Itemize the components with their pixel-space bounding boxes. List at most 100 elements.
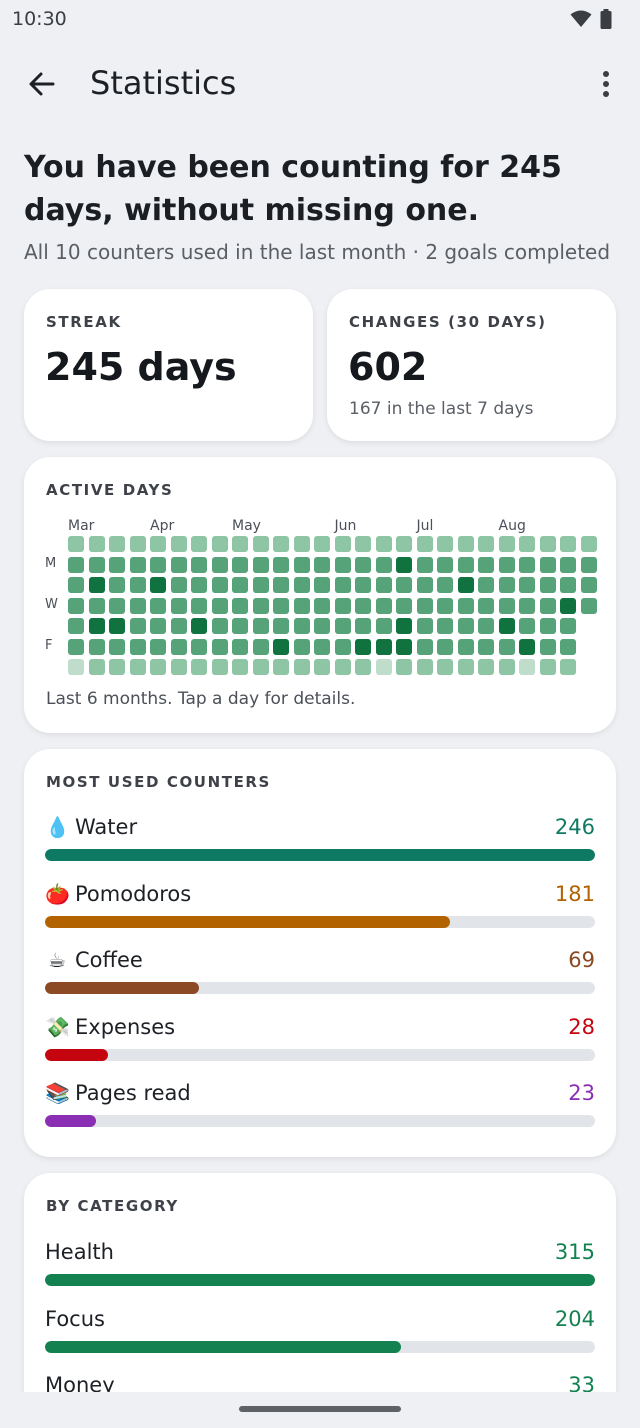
heatmap-day-cell[interactable] [355, 577, 371, 593]
heatmap-day-cell[interactable] [191, 597, 207, 614]
heatmap-day-cell[interactable] [68, 597, 84, 614]
heatmap-day-cell[interactable] [191, 618, 207, 634]
heatmap-day-cell[interactable] [375, 577, 392, 593]
heatmap-day-cell[interactable] [334, 597, 351, 614]
heatmap-day-cell[interactable] [150, 638, 166, 655]
heatmap-day-cell[interactable] [375, 659, 392, 675]
heatmap-day-cell[interactable] [375, 618, 392, 634]
heatmap-day-cell[interactable] [252, 659, 269, 675]
heatmap-day-cell[interactable] [232, 556, 248, 573]
heatmap-day-cell[interactable] [416, 638, 433, 655]
heatmap-day-cell[interactable] [457, 638, 474, 655]
heatmap-day-cell[interactable] [129, 618, 146, 634]
heatmap-day-cell[interactable] [88, 536, 105, 552]
heatmap-day-cell[interactable] [560, 556, 576, 573]
heatmap-day-cell[interactable] [560, 577, 576, 593]
heatmap-day-cell[interactable] [498, 618, 515, 634]
heatmap-day-cell[interactable] [478, 618, 494, 634]
heatmap-day-cell[interactable] [478, 659, 494, 675]
activity-heatmap[interactable]: Mar Apr May Jun Jul Aug M W F [24, 457, 597, 675]
heatmap-day-cell[interactable] [416, 659, 433, 675]
heatmap-day-cell[interactable] [437, 556, 453, 573]
heatmap-day-cell[interactable] [314, 659, 330, 675]
heatmap-day-cell[interactable] [580, 536, 597, 552]
heatmap-day-cell[interactable] [252, 536, 269, 552]
heatmap-day-cell[interactable] [109, 597, 125, 614]
heatmap-day-cell[interactable] [334, 556, 351, 573]
heatmap-day-cell[interactable] [334, 536, 351, 552]
heatmap-day-cell[interactable] [457, 536, 474, 552]
heatmap-day-cell[interactable] [334, 577, 351, 593]
heatmap-day-cell[interactable] [314, 638, 330, 655]
heatmap-day-cell[interactable] [273, 597, 289, 614]
heatmap-day-cell[interactable] [457, 659, 474, 675]
heatmap-day-cell[interactable] [334, 638, 351, 655]
heatmap-day-cell[interactable] [560, 659, 576, 675]
home-indicator[interactable] [239, 1406, 401, 1412]
heatmap-day-cell[interactable] [375, 556, 392, 573]
heatmap-day-cell[interactable] [539, 618, 556, 634]
heatmap-day-cell[interactable] [88, 597, 105, 614]
heatmap-day-cell[interactable] [293, 536, 310, 552]
heatmap-day-cell[interactable] [293, 659, 310, 675]
heatmap-day-cell[interactable] [170, 536, 187, 552]
heatmap-day-cell[interactable] [519, 556, 535, 573]
heatmap-day-cell[interactable] [211, 618, 228, 634]
heatmap-day-cell[interactable] [355, 536, 371, 552]
heatmap-day-cell[interactable] [273, 618, 289, 634]
heatmap-day-cell[interactable] [170, 638, 187, 655]
heatmap-day-cell[interactable] [232, 659, 248, 675]
heatmap-day-cell[interactable] [129, 556, 146, 573]
heatmap-day-cell[interactable] [211, 536, 228, 552]
heatmap-day-cell[interactable] [129, 597, 146, 614]
heatmap-day-cell[interactable] [498, 556, 515, 573]
heatmap-day-cell[interactable] [88, 638, 105, 655]
heatmap-day-cell[interactable] [109, 556, 125, 573]
heatmap-day-cell[interactable] [232, 577, 248, 593]
heatmap-day-cell[interactable] [457, 618, 474, 634]
heatmap-day-cell[interactable] [539, 659, 556, 675]
heatmap-day-cell[interactable] [560, 536, 576, 552]
heatmap-day-cell[interactable] [109, 536, 125, 552]
heatmap-day-cell[interactable] [519, 638, 535, 655]
heatmap-day-cell[interactable] [68, 536, 84, 552]
heatmap-day-cell[interactable] [293, 556, 310, 573]
heatmap-day-cell[interactable] [129, 638, 146, 655]
heatmap-day-cell[interactable] [211, 556, 228, 573]
heatmap-day-cell[interactable] [293, 577, 310, 593]
heatmap-day-cell[interactable] [232, 638, 248, 655]
heatmap-day-cell[interactable] [109, 618, 125, 634]
heatmap-day-cell[interactable] [150, 618, 166, 634]
heatmap-day-cell[interactable] [191, 638, 207, 655]
heatmap-day-cell[interactable] [519, 577, 535, 593]
heatmap-day-cell[interactable] [519, 659, 535, 675]
heatmap-day-cell[interactable] [293, 638, 310, 655]
heatmap-day-cell[interactable] [396, 638, 412, 655]
heatmap-day-cell[interactable] [191, 659, 207, 675]
heatmap-day-cell[interactable] [478, 536, 494, 552]
heatmap-day-cell[interactable] [191, 536, 207, 552]
back-button[interactable] [24, 66, 60, 102]
heatmap-day-cell[interactable] [273, 536, 289, 552]
heatmap-day-cell[interactable] [560, 597, 576, 614]
heatmap-day-cell[interactable] [211, 659, 228, 675]
heatmap-day-cell[interactable] [293, 597, 310, 614]
heatmap-day-cell[interactable] [355, 556, 371, 573]
heatmap-day-cell[interactable] [232, 597, 248, 614]
heatmap-day-cell[interactable] [437, 577, 453, 593]
heatmap-day-cell[interactable] [293, 618, 310, 634]
heatmap-day-cell[interactable] [396, 556, 412, 573]
heatmap-day-cell[interactable] [68, 556, 84, 573]
heatmap-day-cell[interactable] [498, 597, 515, 614]
heatmap-day-cell[interactable] [498, 536, 515, 552]
heatmap-day-cell[interactable] [498, 659, 515, 675]
heatmap-day-cell[interactable] [334, 618, 351, 634]
heatmap-day-cell[interactable] [170, 618, 187, 634]
heatmap-day-cell[interactable] [498, 577, 515, 593]
heatmap-day-cell[interactable] [129, 577, 146, 593]
heatmap-day-cell[interactable] [273, 556, 289, 573]
heatmap-day-cell[interactable] [539, 536, 556, 552]
heatmap-day-cell[interactable] [211, 638, 228, 655]
heatmap-day-cell[interactable] [314, 536, 330, 552]
heatmap-day-cell[interactable] [580, 577, 597, 593]
